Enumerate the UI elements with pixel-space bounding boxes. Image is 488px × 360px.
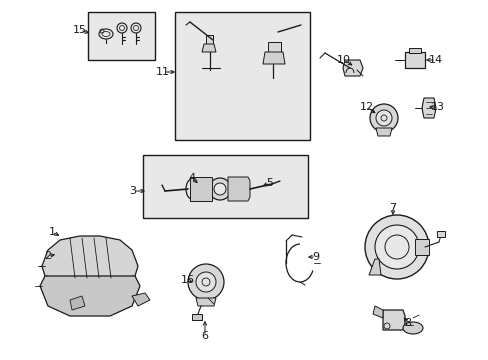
Polygon shape <box>132 293 150 306</box>
Polygon shape <box>190 177 212 201</box>
Polygon shape <box>421 98 435 118</box>
Bar <box>404 52 424 68</box>
Polygon shape <box>205 35 213 48</box>
Polygon shape <box>342 60 362 76</box>
Circle shape <box>187 264 224 300</box>
Polygon shape <box>263 52 285 64</box>
Text: 14: 14 <box>428 55 442 65</box>
Polygon shape <box>202 44 216 52</box>
Bar <box>175 12 309 140</box>
Ellipse shape <box>214 183 225 195</box>
Bar <box>436 231 444 237</box>
Polygon shape <box>414 239 428 255</box>
Polygon shape <box>42 236 138 280</box>
Text: 5: 5 <box>266 178 273 188</box>
Text: 15: 15 <box>73 25 87 35</box>
Polygon shape <box>375 128 391 136</box>
Text: 6: 6 <box>201 331 208 341</box>
Text: 7: 7 <box>388 203 396 213</box>
Text: 8: 8 <box>404 318 411 328</box>
Circle shape <box>375 110 391 126</box>
Circle shape <box>369 104 397 132</box>
Text: 9: 9 <box>312 252 319 262</box>
Text: 12: 12 <box>359 102 373 112</box>
Polygon shape <box>372 306 382 318</box>
Circle shape <box>364 215 428 279</box>
Text: 1: 1 <box>48 227 55 237</box>
Bar <box>192 314 202 320</box>
Polygon shape <box>196 298 216 306</box>
Text: 16: 16 <box>181 275 195 285</box>
Text: 11: 11 <box>156 67 170 77</box>
Circle shape <box>196 272 216 292</box>
Circle shape <box>374 225 418 269</box>
Polygon shape <box>40 276 140 316</box>
Ellipse shape <box>402 322 422 334</box>
Polygon shape <box>227 177 249 201</box>
Polygon shape <box>368 259 380 275</box>
Polygon shape <box>70 296 85 310</box>
Bar <box>408 48 420 53</box>
Text: 2: 2 <box>44 251 51 261</box>
Text: 3: 3 <box>129 186 136 196</box>
Ellipse shape <box>208 178 230 200</box>
Text: 10: 10 <box>336 55 350 65</box>
Text: 13: 13 <box>430 102 444 112</box>
Bar <box>142 155 307 218</box>
Bar <box>88 12 155 60</box>
Polygon shape <box>382 310 404 330</box>
Polygon shape <box>267 42 281 55</box>
Text: 4: 4 <box>188 173 195 183</box>
